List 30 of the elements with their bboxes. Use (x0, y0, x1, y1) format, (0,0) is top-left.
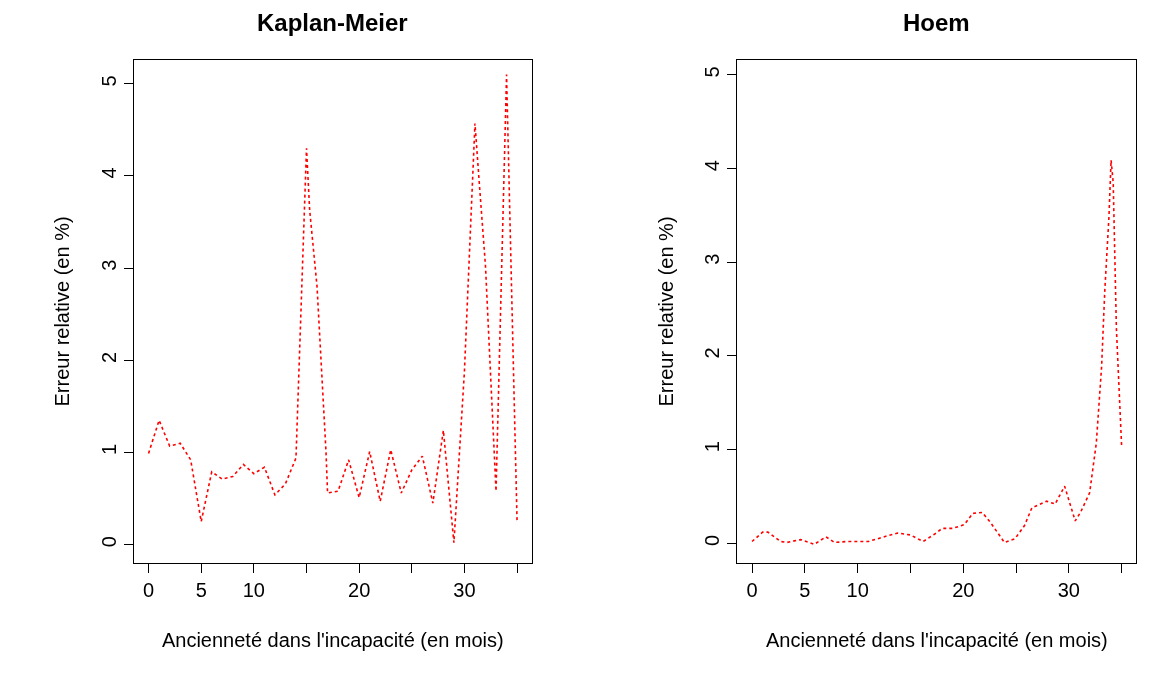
y-tick-label: 4 (701, 159, 724, 172)
y-tick-label: 0 (701, 534, 724, 546)
x-tick-label: 0 (746, 579, 758, 602)
x-tick-label: 10 (846, 579, 869, 602)
y-tick-label: 2 (97, 351, 120, 363)
chart-title: Hoem (903, 9, 970, 36)
x-tick-label: 30 (453, 579, 476, 602)
y-tick-label: 5 (701, 66, 724, 78)
y-tick-label: 4 (97, 167, 120, 179)
x-tick-label: 30 (1057, 579, 1080, 602)
x-tick-label: 5 (799, 579, 811, 602)
y-tick-label: 0 (97, 536, 120, 548)
y-axis-title: Erreur relative (en %) (654, 216, 677, 407)
x-axis-title: Ancienneté dans l'incapacité (en mois) (161, 628, 504, 651)
y-tick-label: 1 (97, 443, 120, 456)
x-tick-label: 20 (952, 579, 975, 602)
y-axis-title: Erreur relative (en %) (51, 216, 74, 407)
x-tick-label: 20 (348, 579, 371, 602)
line-series (751, 159, 1123, 546)
x-tick-label: 5 (195, 579, 207, 602)
line-series (147, 73, 518, 544)
x-axis-title: Ancienneté dans l'incapacité (en mois) (765, 628, 1108, 651)
chart-title: Kaplan-Meier (257, 9, 408, 36)
x-tick-label: 0 (143, 579, 155, 602)
y-tick-label: 2 (701, 347, 724, 359)
y-tick-label: 5 (97, 75, 120, 87)
x-tick-label: 10 (242, 579, 265, 602)
y-tick-label: 1 (701, 441, 724, 453)
y-tick-label: 3 (97, 259, 120, 271)
y-tick-label: 3 (701, 253, 724, 265)
